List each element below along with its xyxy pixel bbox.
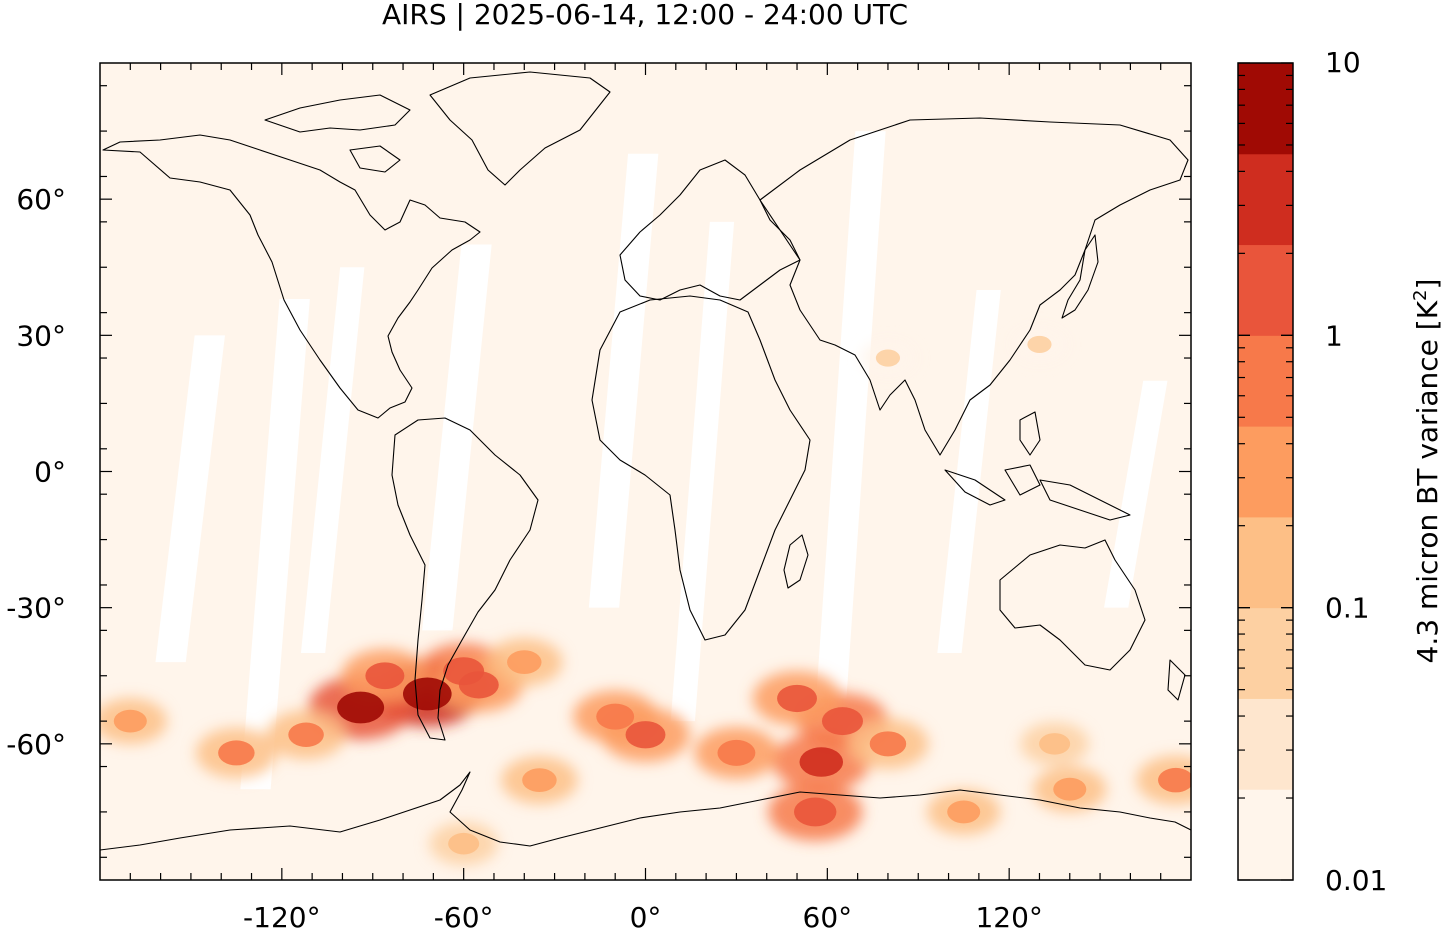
coastline-new-zealand [1167,659,1186,701]
variance-core [821,707,863,736]
latitude-axis: 60° 30° 0° -30° -60° [6,85,1191,858]
data-gap-swath [1104,380,1168,608]
colorbar-band [1238,607,1293,699]
data-gap-swath [155,335,225,663]
lat-tick-label: 60° [16,183,66,216]
coastline-north-america [102,134,481,419]
variance-core [947,800,981,824]
lon-tick-label: -120° [243,901,321,930]
variance-core [337,691,385,724]
lat-tick-label: -30° [6,592,66,625]
coastline-africa [591,295,811,641]
colorbar-tick-label: 10 [1325,46,1361,79]
data-gap-swath [240,299,310,790]
longitude-axis: -120° -60° 0° 60° 120° [129,63,1162,930]
variance-core [448,832,480,855]
coastline-arctic-islands [264,94,411,173]
data-gap-swath [588,153,659,608]
colorbar-tick-label: 0.1 [1325,592,1370,625]
variance-core [1158,767,1191,793]
colorbar: 10 1 0.1 0.01 4.3 micron BT variance [K2] [1237,46,1442,897]
colorbar-label: 4.3 micron BT variance [K2] [1410,279,1442,664]
lat-tick-label: -60° [6,728,66,761]
coastline-madagascar [783,534,809,589]
variance-core [717,739,756,766]
variance-core [507,650,542,675]
colorbar-band [1238,698,1293,790]
colorbar-band [1238,426,1293,518]
variance-core [793,797,837,827]
colorbar-tick-label: 1 [1325,319,1343,352]
data-gap-swath [816,131,886,699]
colorbar-band [1238,789,1293,881]
colorbar-band [1238,516,1293,609]
lon-tick-label: 0° [630,901,662,930]
lon-tick-label: 120° [975,901,1042,930]
coastline-maritime-continent [944,411,1131,521]
coastline-greenland [429,71,611,186]
data-gap-swath [937,289,1001,654]
lon-tick-label: -60° [434,901,494,930]
colorbar-band [1238,63,1293,155]
colorbar-tick-label: 0.01 [1325,864,1387,897]
colorbar-bands [1238,63,1293,881]
variance-core [288,722,324,747]
variance-core [1027,335,1052,353]
variance-core [596,703,635,730]
lat-tick-label: 30° [16,319,66,352]
data-gap-swath [422,244,492,631]
variance-core [875,349,901,367]
variance-core [402,677,452,711]
coastline-australia [999,539,1146,671]
variance-core [869,731,907,757]
variance-core [625,721,666,749]
figure-title: AIRS | 2025-06-14, 12:00 - 24:00 UTC [382,0,908,31]
coastline-japan [1061,234,1099,319]
variance-cores [113,335,1191,855]
colorbar-label-sup: 2 [1410,289,1431,300]
map-panel [100,63,1191,880]
colorbar-label-end: ] [1411,279,1442,290]
variance-core [218,740,255,766]
coastlines [100,71,1191,851]
variance-core [458,671,499,699]
coastline-asia [759,117,1189,456]
data-gap-swath [300,267,365,654]
colorbar-band [1238,153,1293,246]
variance-core [777,684,817,713]
lon-tick-label: 60° [803,901,853,930]
colorbar-ticks: 10 1 0.1 0.01 [1238,46,1387,897]
colorbar-band [1238,244,1293,336]
variance-core [799,747,844,777]
lat-tick-label: 0° [34,456,66,489]
colorbar-frame [1237,62,1294,881]
variance-core [1053,777,1087,801]
variance-core [113,709,147,733]
variance-core [522,768,557,793]
colorbar-band [1238,335,1293,427]
variance-core [1039,733,1071,755]
colorbar-label-text: 4.3 micron BT variance [K [1411,300,1442,663]
variance-core [365,662,405,690]
data-gap-swaths [155,131,1168,790]
coastline-south-america [391,417,539,741]
coastline-antarctica [100,771,1191,851]
